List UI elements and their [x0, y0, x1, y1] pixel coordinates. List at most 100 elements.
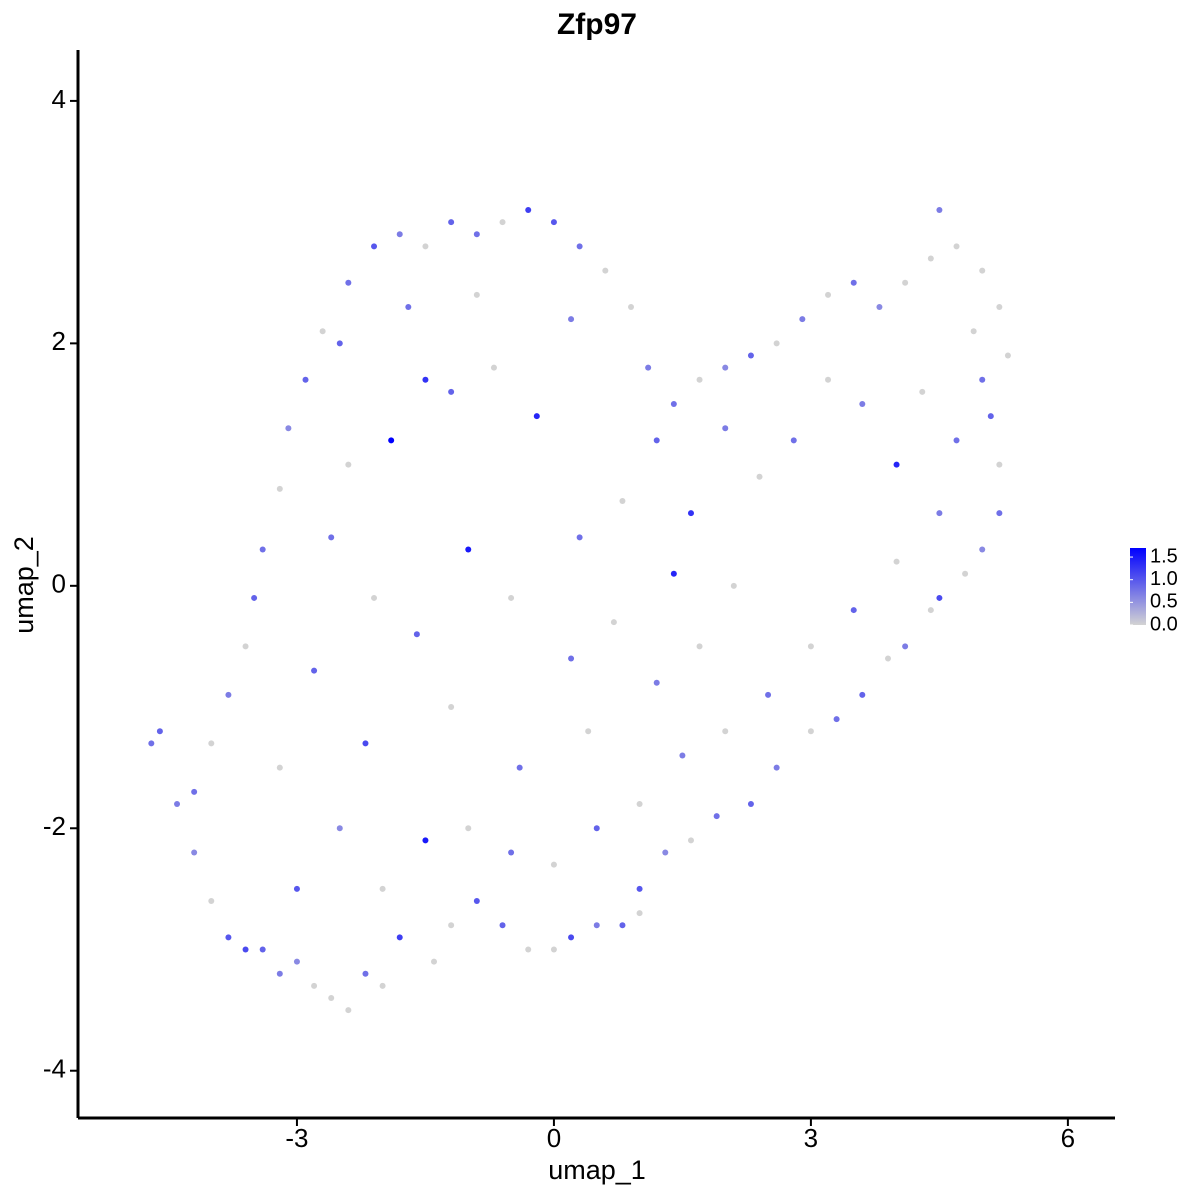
cell-point [448, 388, 455, 395]
cell-point [747, 352, 754, 359]
cell-point [311, 982, 318, 989]
cell-point [388, 437, 395, 444]
colorbar-tick-label: 1.5 [1150, 545, 1178, 567]
cell-point [533, 413, 540, 420]
cell-point [610, 619, 617, 626]
cell-point [345, 1007, 352, 1014]
cell-point [448, 922, 455, 929]
cell-point [174, 801, 181, 808]
cell-point [722, 728, 729, 735]
cell-point [979, 376, 986, 383]
cell-point [276, 485, 283, 492]
cell-point [902, 279, 909, 286]
cell-point [713, 813, 720, 820]
cell-point [1004, 352, 1011, 359]
cell-point [576, 534, 583, 541]
cell-point [996, 303, 1003, 310]
cell-point [371, 243, 378, 250]
cell-point [156, 728, 163, 735]
cell-point [208, 740, 215, 747]
cell-point [362, 970, 369, 977]
cell-point [876, 303, 883, 310]
colorbar-tick-label: 0.5 [1150, 591, 1178, 613]
cell-point [662, 849, 669, 856]
y-tick-label: 0 [52, 569, 66, 599]
cell-point [773, 764, 780, 771]
cell-point [259, 546, 266, 553]
cell-point [979, 546, 986, 553]
colorbar [1130, 548, 1146, 625]
cell-point [448, 219, 455, 226]
cell-point [953, 437, 960, 444]
cell-point [490, 364, 497, 371]
cell-point [525, 207, 532, 214]
cell-point [396, 934, 403, 941]
cell-point [833, 716, 840, 723]
cell-point [319, 328, 326, 335]
cell-point [936, 594, 943, 601]
cell-point [636, 910, 643, 917]
cell-point [525, 946, 532, 953]
y-tick-label: -4 [43, 1054, 66, 1084]
cell-point [593, 825, 600, 832]
cell-point [902, 643, 909, 650]
cell-point [722, 364, 729, 371]
cell-point [371, 594, 378, 601]
cell-point [242, 643, 249, 650]
cell-point [508, 849, 515, 856]
cell-point [936, 207, 943, 214]
cell-point [413, 631, 420, 638]
cell-point [225, 934, 232, 941]
colorbar-tick-label: 1.0 [1150, 568, 1178, 590]
cell-point [670, 400, 677, 407]
cell-point [979, 267, 986, 274]
cell-point [730, 582, 737, 589]
cell-point [276, 764, 283, 771]
cell-point [473, 898, 480, 905]
cell-point [807, 643, 814, 650]
cell-point [336, 825, 343, 832]
cell-point [773, 340, 780, 347]
cell-point [628, 303, 635, 310]
cell-point [293, 885, 300, 892]
cell-point [687, 510, 694, 517]
x-tick-label: 0 [547, 1123, 561, 1153]
cell-point [670, 570, 677, 577]
x-tick-label: 6 [1061, 1123, 1075, 1153]
cell-point [799, 316, 806, 323]
y-tick-label: 4 [52, 84, 66, 114]
cell-point [850, 279, 857, 286]
cell-point [405, 303, 412, 310]
cell-point [568, 934, 575, 941]
cell-point [465, 546, 472, 553]
cell-point [191, 849, 198, 856]
cell-point [645, 364, 652, 371]
cell-point [825, 376, 832, 383]
colorbar-tick-label: 0.0 [1150, 613, 1178, 635]
cell-point [790, 437, 797, 444]
cell-point [850, 607, 857, 614]
cell-point [336, 340, 343, 347]
cell-point [756, 473, 763, 480]
cell-point [293, 958, 300, 965]
cell-point [825, 291, 832, 298]
cell-point [593, 922, 600, 929]
cell-point [747, 801, 754, 808]
cell-point [422, 243, 429, 250]
cell-point [516, 764, 523, 771]
chart-title: Zfp97 [557, 8, 637, 41]
cell-point [362, 740, 369, 747]
cell-point [276, 970, 283, 977]
cell-point [251, 594, 258, 601]
cell-point [242, 946, 249, 953]
cell-point [807, 728, 814, 735]
cell-point [653, 679, 660, 686]
cell-point [927, 255, 934, 262]
cell-point [345, 279, 352, 286]
cell-point [328, 994, 335, 1001]
cell-point [379, 982, 386, 989]
cell-point [996, 461, 1003, 468]
cell-point [396, 231, 403, 238]
cell-point [302, 376, 309, 383]
